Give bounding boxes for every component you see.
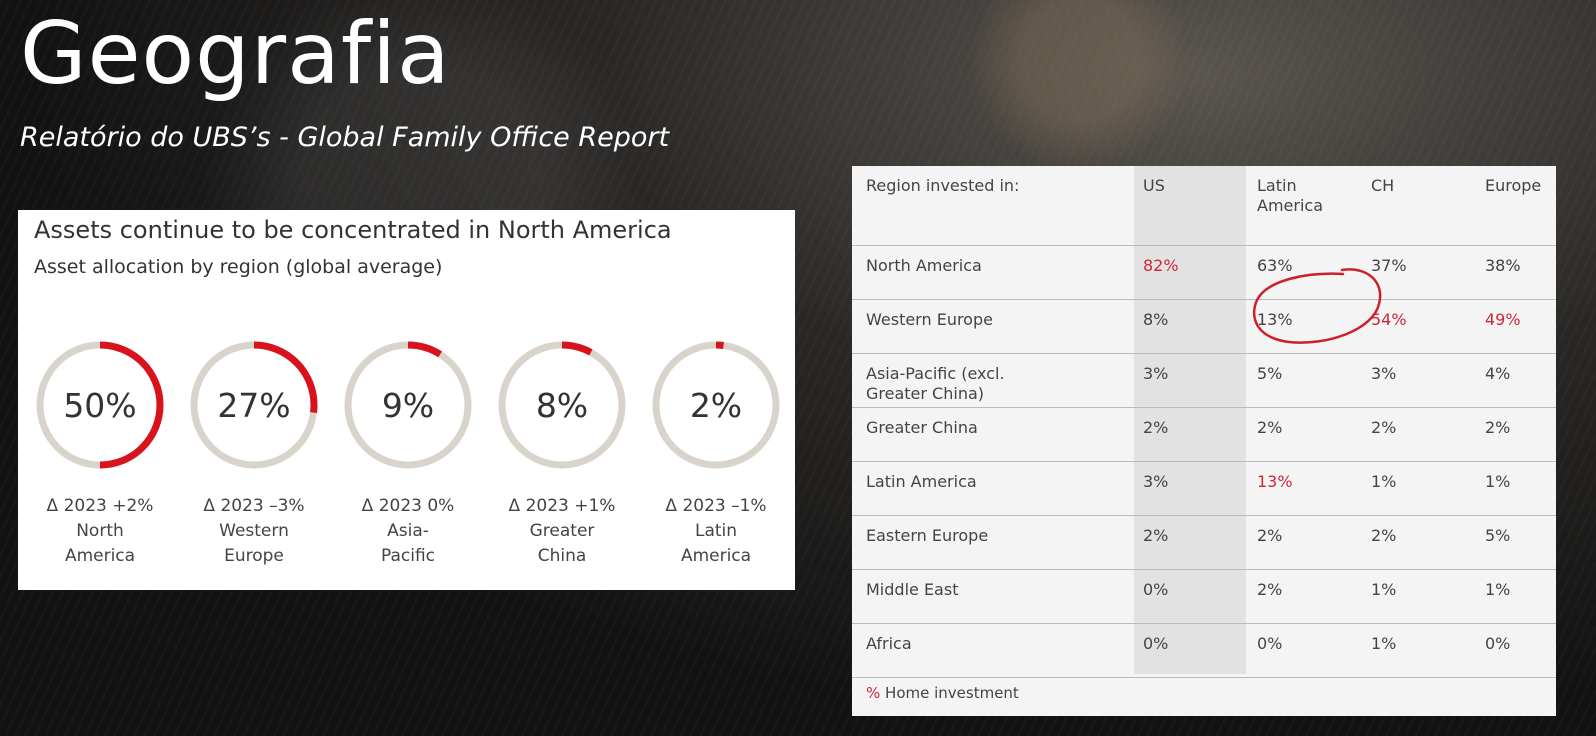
table-cell: 0% [1143, 580, 1169, 599]
table-row-region: Africa [866, 634, 912, 653]
donut-4: 2% Δ 2023 –1% Latin America [652, 341, 780, 566]
donut-value-label: 8% [536, 386, 588, 425]
table-cell: 5% [1485, 526, 1511, 545]
table-row: North America 82% 63% 37% 38% [852, 246, 1556, 300]
table-header-latin-america: Latin America [1257, 176, 1323, 215]
table-row-region: Asia-Pacific (excl. Greater China) [866, 364, 1005, 403]
table-row: Latin America 3% 13% 1% 1% [852, 462, 1556, 516]
table-row: Africa 0% 0% 1% 0% [852, 624, 1556, 678]
table-cell: 2% [1485, 418, 1511, 437]
donut-category-label: China [538, 546, 587, 566]
table-cell: 63% [1257, 256, 1293, 275]
table-row: Middle East 0% 2% 1% 1% [852, 570, 1556, 624]
donut-category-label: Δ 2023 –3% [203, 496, 304, 516]
table-cell: 13% [1257, 472, 1293, 491]
donut-category-label: Δ 2023 +1% [509, 496, 616, 516]
donut-value-label: 9% [382, 386, 434, 425]
donut-chart-title: Assets continue to be concentrated in No… [34, 216, 672, 244]
region-table-panel: Region invested in: US Latin America CH … [852, 166, 1556, 716]
table-cell: 1% [1371, 472, 1397, 491]
table-cell: 5% [1257, 364, 1283, 383]
table-legend: % Home investment [866, 684, 1019, 702]
table-cell: 54% [1371, 310, 1407, 329]
donut-category-label: Pacific [381, 546, 435, 566]
donut-category-label: America [681, 546, 751, 566]
donut-0: 50% Δ 2023 +2% North America [36, 341, 164, 566]
legend-symbol: % [866, 684, 881, 702]
table-cell: 2% [1257, 526, 1283, 545]
table-row-region: Eastern Europe [866, 526, 989, 545]
donut-category-label: Δ 2023 +2% [47, 496, 154, 516]
table-cell: 3% [1143, 472, 1169, 491]
donut-category-label: Western [219, 521, 289, 541]
donut-value-arc [190, 341, 318, 469]
donut-value-label: 50% [63, 386, 136, 425]
donut-chart-subtitle: Asset allocation by region (global avera… [34, 256, 443, 278]
table-cell: 2% [1257, 418, 1283, 437]
donut-value-label: 2% [690, 386, 742, 425]
table-row: Asia-Pacific (excl. Greater China) 3% 5% 3%… [852, 354, 1556, 408]
table-cell: 0% [1485, 634, 1511, 653]
donut-category-label: America [65, 546, 135, 566]
table-cell: 1% [1371, 580, 1397, 599]
donut-category-label: Δ 2023 –1% [665, 496, 766, 516]
donut-category-label: Greater [530, 521, 595, 541]
table-row-region: Middle East [866, 580, 959, 599]
donut-3: 8% Δ 2023 +1% Greater China [498, 341, 626, 566]
donut-1: 27% Δ 2023 –3% Western Europe [190, 341, 318, 566]
table-header-row: Region invested in: US Latin America CH … [852, 166, 1556, 246]
donut-category-label: Europe [224, 546, 284, 566]
table-cell: 38% [1485, 256, 1521, 275]
table-row-region: Greater China [866, 418, 978, 437]
table-row-region: Latin America [866, 472, 977, 491]
table-row-region: Western Europe [866, 310, 993, 329]
table-cell: 3% [1143, 364, 1169, 383]
table-cell: 2% [1143, 526, 1169, 545]
donut-chart-panel: Assets continue to be concentrated in No… [18, 210, 795, 590]
donut-category-label: Δ 2023 0% [362, 496, 455, 516]
table-header-us: US [1143, 176, 1165, 195]
table-cell: 2% [1257, 580, 1283, 599]
donut-value-arc [652, 341, 780, 469]
table-cell: 0% [1143, 634, 1169, 653]
donut-value-label: 27% [217, 386, 290, 425]
table-cell: 8% [1143, 310, 1169, 329]
donut-value-arc [36, 341, 164, 469]
table-header-ch: CH [1371, 176, 1395, 195]
table-row-region: North America [866, 256, 982, 275]
table-cell: 2% [1371, 418, 1397, 437]
table-cell: 0% [1257, 634, 1283, 653]
page-title: Geografia [20, 4, 451, 104]
table-cell: 1% [1485, 472, 1511, 491]
table-cell: 4% [1485, 364, 1511, 383]
table-header-europe: Europe [1485, 176, 1542, 195]
table-cell: 2% [1143, 418, 1169, 437]
donut-2: 9% Δ 2023 0% Asia- Pacific [344, 341, 472, 566]
table-cell: 2% [1371, 526, 1397, 545]
table-cell: 37% [1371, 256, 1407, 275]
table-cell: 49% [1485, 310, 1521, 329]
table-row: Greater China 2% 2% 2% 2% [852, 408, 1556, 462]
table-cell: 1% [1485, 580, 1511, 599]
donut-value-arc [344, 341, 472, 469]
donut-category-label: Asia- [387, 521, 429, 541]
donut-category-label: Latin [695, 521, 737, 541]
page-subtitle: Relatório do UBS’s - Global Family Offic… [20, 122, 670, 153]
table-cell: 1% [1371, 634, 1397, 653]
donut-category-label: North [76, 521, 124, 541]
table-row: Eastern Europe 2% 2% 2% 5% [852, 516, 1556, 570]
us-column-shading [1134, 166, 1556, 674]
legend-text: Home investment [885, 684, 1019, 702]
table-row: Western Europe 8% 13% 54% 49% [852, 300, 1556, 354]
donut-charts: 50% Δ 2023 +2% North America 27% Δ 2023 –3% We… [36, 341, 780, 566]
table-cell: 13% [1257, 310, 1293, 329]
table-cell: 3% [1371, 364, 1397, 383]
donut-value-arc [498, 341, 626, 469]
table-header-region: Region invested in: [866, 176, 1020, 195]
table-cell: 82% [1143, 256, 1179, 275]
